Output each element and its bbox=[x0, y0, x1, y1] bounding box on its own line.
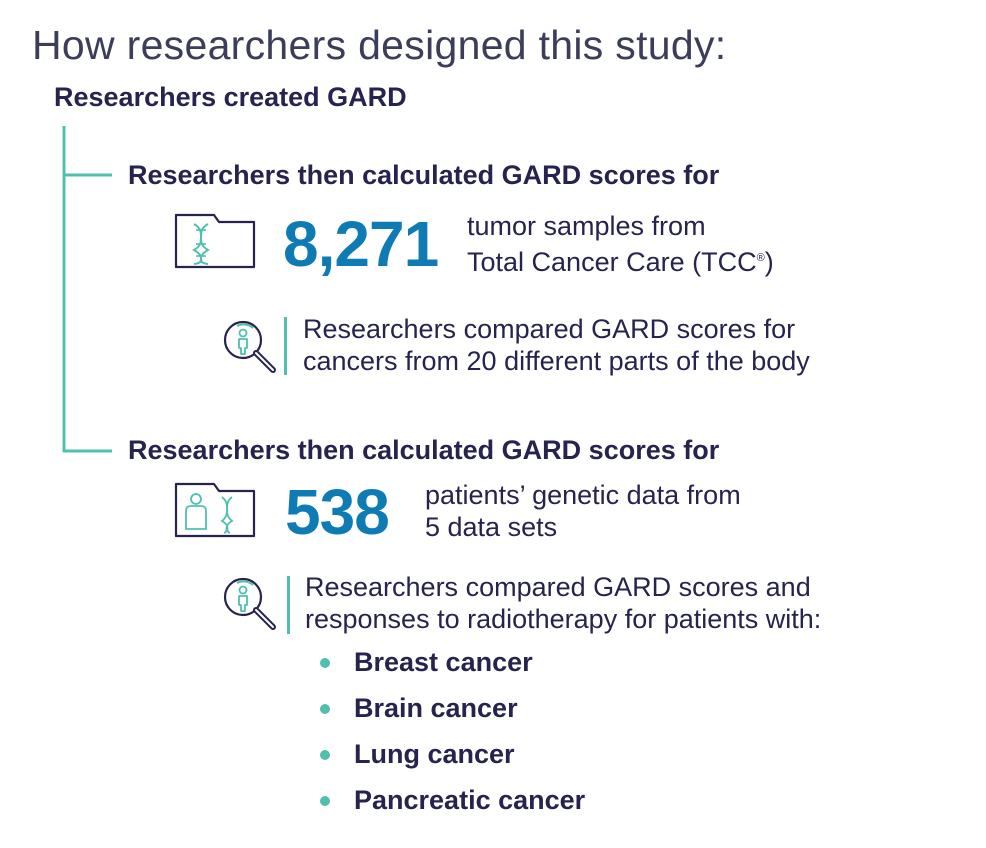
tumor-sample-count: 8,271 bbox=[283, 208, 439, 280]
branch1-note: Researchers compared GARD scores for can… bbox=[303, 313, 810, 377]
magnifier-person-icon bbox=[221, 575, 279, 638]
magnifier-person-icon bbox=[221, 318, 279, 381]
patient-count: 538 bbox=[285, 476, 390, 548]
branch2-note-line2: responses to radiotherapy for patients w… bbox=[305, 604, 822, 634]
list-item-lung: Lung cancer bbox=[320, 734, 585, 780]
branch2-heading: Researchers then calculated GARD scores … bbox=[128, 435, 720, 465]
root-step-label: Researchers created GARD bbox=[54, 82, 407, 112]
list-item-brain: Brain cancer bbox=[320, 688, 585, 734]
page-title: How researchers designed this study: bbox=[32, 22, 727, 68]
branch1-desc-line2: Total Cancer Care (TCC®) bbox=[467, 247, 774, 277]
branch1-desc: tumor samples from Total Cancer Care (TC… bbox=[467, 210, 774, 278]
list-item-breast: Breast cancer bbox=[320, 642, 585, 688]
note2-divider bbox=[287, 576, 290, 634]
branch1-desc-line1: tumor samples from bbox=[467, 211, 706, 241]
branch1-note-line2: cancers from 20 different parts of the b… bbox=[303, 346, 810, 376]
cancer-type-list: Breast cancer Brain cancer Lung cancer P… bbox=[320, 642, 585, 826]
note1-divider bbox=[284, 317, 287, 375]
folder-dna-icon bbox=[174, 212, 256, 275]
branch2-desc-line1: patients’ genetic data from bbox=[425, 480, 741, 510]
branch2-note: Researchers compared GARD scores and res… bbox=[305, 571, 821, 635]
folder-person-dna-icon bbox=[174, 481, 256, 544]
branch1-note-line1: Researchers compared GARD scores for bbox=[303, 314, 796, 344]
branch2-desc-line2: 5 data sets bbox=[425, 512, 558, 542]
list-item-pancreatic: Pancreatic cancer bbox=[320, 780, 585, 826]
branch2-desc: patients’ genetic data from 5 data sets bbox=[425, 479, 741, 543]
branch1-heading: Researchers then calculated GARD scores … bbox=[128, 160, 720, 190]
branch2-note-line1: Researchers compared GARD scores and bbox=[305, 572, 811, 602]
